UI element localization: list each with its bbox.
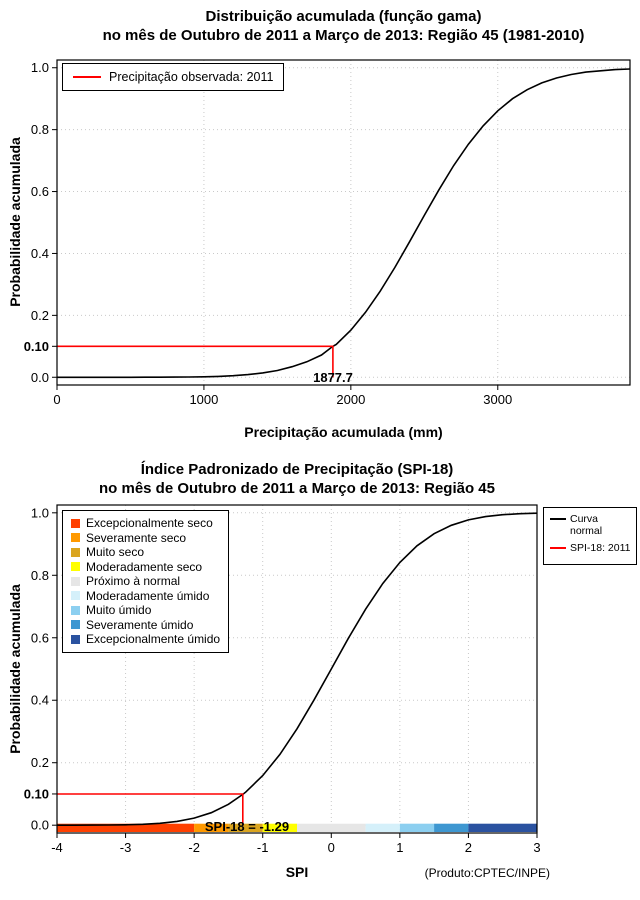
spi-category-row: Próximo à normal <box>71 574 220 589</box>
category-label: Moderadamente seco <box>86 559 203 574</box>
spi-category-bar-segment <box>297 823 366 832</box>
category-swatch <box>71 547 80 557</box>
x-tick-label: 0 <box>53 392 60 407</box>
spi-category-bar-segment <box>468 823 537 832</box>
category-swatch <box>71 562 80 572</box>
gamma-curve <box>57 68 631 379</box>
spi-title-line2: no mês de Outubro de 2011 a Março de 201… <box>99 480 495 497</box>
y-tick-label: 1.0 <box>31 60 49 75</box>
normal-curve-legend-entry: Curva normal <box>550 513 630 537</box>
normal-curve-label: Curva normal <box>570 513 603 537</box>
gamma-distribution-panel: 0 1000 2000 3000 0.0 0.2 0.4 0.6 0.8 1.0 0.10 Dist… <box>7 7 640 440</box>
category-label: Moderadamente úmido <box>86 588 210 603</box>
x-tick-label: -1 <box>257 840 269 855</box>
spi-annotation-line <box>57 793 244 826</box>
y-tick-label: 0.0 <box>31 818 49 833</box>
x-tick-label: 2 <box>465 840 472 855</box>
y-tick-label: 0.8 <box>31 122 49 137</box>
plot-border <box>56 504 538 834</box>
observed-precipitation-legend: Precipitação observada: 2011 <box>62 63 285 91</box>
spi-category-bar-segment <box>194 823 229 832</box>
spi-category-row: Severamente seco <box>71 531 220 546</box>
y-tick-label: 0.6 <box>31 630 49 645</box>
spi-x-axis-label: SPI <box>285 864 309 880</box>
spi-category-bar-segment <box>434 823 469 832</box>
y-tick-label: 0.4 <box>31 246 49 261</box>
spi-category-bar-segment <box>228 823 263 832</box>
spi-plot: -4 -3 -2 -1 0 1 2 3 0.0 0.2 0.4 0.6 0.8 1.0 0.10 <box>24 504 541 855</box>
x-tick-label: -4 <box>51 840 63 855</box>
spi-category-bar-segment <box>262 823 297 832</box>
spi-panel: -4 -3 -2 -1 0 1 2 3 0.0 0.2 0.4 0.6 0.8 1.0 0.10 Índic… <box>0 455 640 900</box>
y-tick-label: 0.0 <box>31 370 49 385</box>
gamma-chart-title: Distribuição acumulada (função gama) no … <box>47 7 640 45</box>
category-swatch <box>71 620 80 630</box>
spi-category-row: Moderadamente seco <box>71 560 220 575</box>
gamma-x-axis-label: Precipitação acumulada (mm) <box>244 424 443 440</box>
category-swatch <box>71 576 80 586</box>
red-line-sample <box>73 76 101 78</box>
product-credit-note: (Produto:CPTEC/INPE) <box>424 866 550 880</box>
y-tick-label: 0.2 <box>31 755 49 770</box>
category-label: Próximo à normal <box>86 574 181 589</box>
gamma-title-line1: Distribuição acumulada (função gama) <box>205 8 482 25</box>
spi-category-bar-segment <box>365 823 400 832</box>
x-tick-label: 3 <box>533 840 540 855</box>
spi-category-bar-segment <box>399 823 435 832</box>
y-tick-label: 0.2 <box>31 308 49 323</box>
spi-value-annotation: SPI-18 = -1.29 <box>204 819 290 834</box>
spi-category-row: Muito seco <box>71 545 220 560</box>
gamma-y-axis-label: Probabilidade acumulada <box>7 137 23 307</box>
x-tick-label: 2000 <box>336 392 365 407</box>
y-tick-label: 0.8 <box>31 568 49 583</box>
plot-border <box>56 59 631 386</box>
category-swatch <box>71 591 80 601</box>
black-line-sample <box>550 518 566 520</box>
spi-categories-legend: Excepcionalmente seco Severamente seco Mui… <box>62 510 230 653</box>
category-label: Muito úmido <box>86 603 152 618</box>
spi-curve <box>57 512 538 826</box>
category-label: Excepcionalmente seco <box>86 516 213 531</box>
special-y-tick-label: 0.10 <box>24 339 49 354</box>
y-tick-label: 1.0 <box>31 505 49 520</box>
gamma-plot: 0 1000 2000 3000 0.0 0.2 0.4 0.6 0.8 1.0 0.10 <box>24 59 631 407</box>
spi-line-label: SPI-18: 2011 <box>570 542 631 554</box>
spi-category-row: Excepcionalmente úmido <box>71 632 220 647</box>
category-swatch <box>71 533 80 543</box>
spi-chart-title: Índice Padronizado de Precipitação (SPI-… <box>0 460 594 498</box>
special-y-tick-label: 0.10 <box>24 786 49 801</box>
curves-legend: Curva normal SPI-18: 2011 <box>543 507 637 565</box>
spi-category-row: Moderadamente úmido <box>71 589 220 604</box>
y-tick-label: 0.6 <box>31 184 49 199</box>
x-tick-label: 0 <box>328 840 335 855</box>
category-swatch <box>71 634 80 644</box>
category-label: Severamente seco <box>86 530 187 545</box>
x-tick-label: -2 <box>188 840 200 855</box>
red-line-sample <box>550 547 566 549</box>
spi-category-row: Muito úmido <box>71 603 220 618</box>
y-tick-label: 0.4 <box>31 693 49 708</box>
category-label: Excepcionalmente úmido <box>86 632 221 647</box>
gamma-title-line2: no mês de Outubro de 2011 a Março de 201… <box>102 27 585 44</box>
x-tick-label: 1000 <box>189 392 218 407</box>
x-tick-label: -3 <box>120 840 132 855</box>
observed-precipitation-label: Precipitação observada: 2011 <box>109 70 274 84</box>
observed-value-annotation: 1877.7 <box>313 370 353 385</box>
gamma-annotation-line <box>57 345 334 378</box>
category-label: Muito seco <box>86 545 145 560</box>
spi-line-legend-entry: SPI-18: 2011 <box>550 542 631 554</box>
x-tick-label: 1 <box>396 840 403 855</box>
category-swatch <box>71 605 80 615</box>
x-tick-label: 3000 <box>483 392 512 407</box>
category-label: Severamente úmido <box>86 617 194 632</box>
spi-category-row: Excepcionalmente seco <box>71 516 220 531</box>
spi-category-bar-segment <box>57 823 195 832</box>
spi-category-row: Severamente úmido <box>71 618 220 633</box>
category-swatch <box>71 518 80 528</box>
spi-title-line1: Índice Padronizado de Precipitação (SPI-… <box>140 461 454 478</box>
spi-y-axis-label: Probabilidade acumulada <box>7 584 23 754</box>
